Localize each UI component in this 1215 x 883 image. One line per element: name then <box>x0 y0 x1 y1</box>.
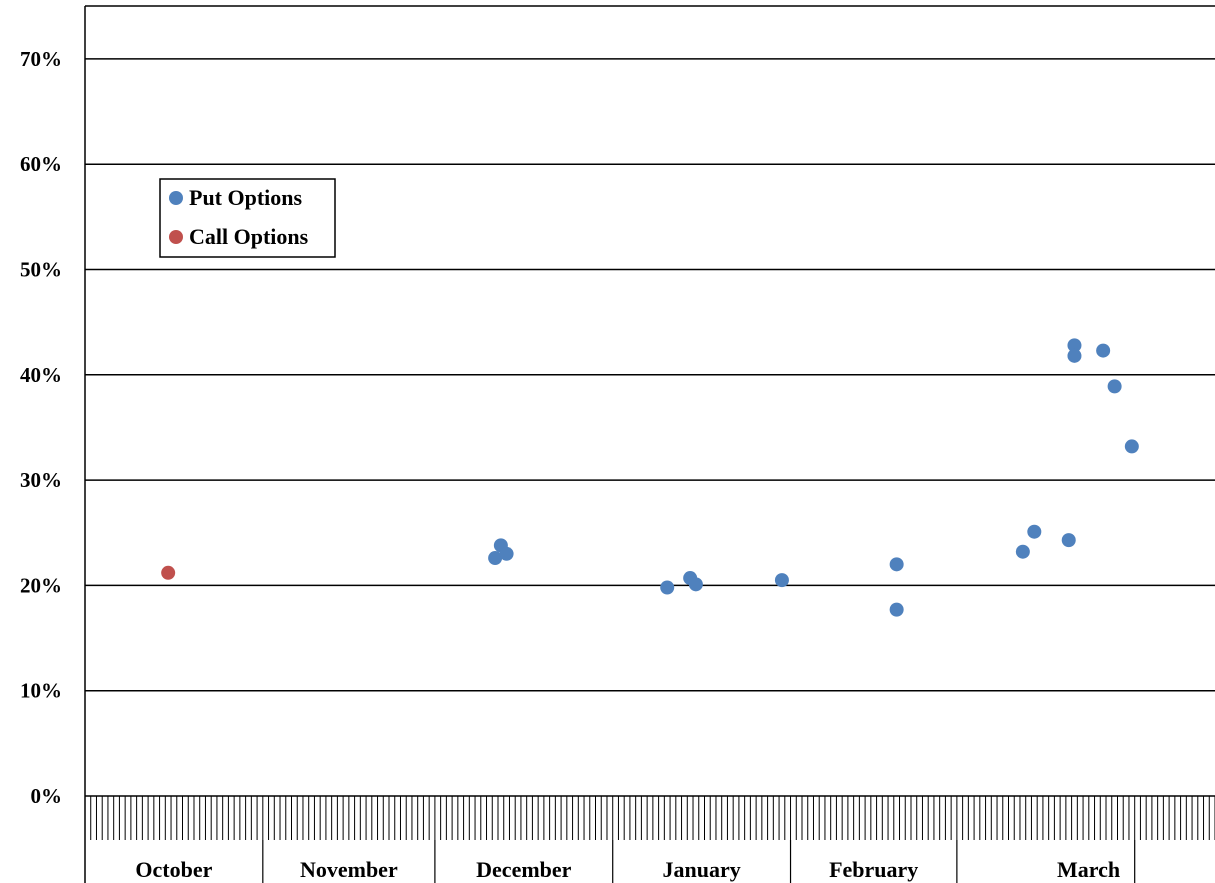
put-options-point <box>1096 343 1111 358</box>
y-tick-label: 70% <box>20 47 62 71</box>
put-options-point <box>1015 544 1030 559</box>
call-options-point <box>161 565 176 580</box>
legend-label-call-options: Call Options <box>189 224 309 249</box>
legend-marker-call-options <box>169 230 183 244</box>
month-label: November <box>300 857 398 882</box>
month-label: February <box>829 857 918 882</box>
legend: Put Options Call Options <box>159 178 336 258</box>
put-options-point <box>1107 379 1122 394</box>
x-axis-month-labels: October November December January February Ma… <box>135 857 1120 882</box>
y-tick-label: 50% <box>20 258 62 282</box>
put-options-point <box>1124 439 1139 454</box>
y-tick-label: 10% <box>20 679 62 703</box>
put-options-point <box>688 577 703 592</box>
put-options-point <box>488 551 503 566</box>
legend-marker-put-options <box>169 191 183 205</box>
put-options-point <box>1061 533 1076 548</box>
x-axis-day-ticks <box>84 796 1215 840</box>
put-options-point <box>774 573 789 588</box>
put-options-point <box>660 580 675 595</box>
y-tick-label: 0% <box>31 784 63 808</box>
put-options-point <box>1027 524 1042 539</box>
x-axis-month-dividers <box>262 840 1136 883</box>
month-label: March <box>1057 857 1120 882</box>
gridlines <box>85 58 1215 797</box>
month-label: January <box>662 857 740 882</box>
y-tick-label: 60% <box>20 152 62 176</box>
legend-box <box>159 178 336 258</box>
y-tick-label: 20% <box>20 573 62 597</box>
y-axis-tick-labels: 0% 10% 20% 30% 40% 50% 60% 70% <box>20 47 62 808</box>
put-options-point <box>499 546 514 561</box>
put-options-point <box>1067 348 1082 363</box>
put-options-point <box>1067 338 1082 353</box>
y-tick-label: 40% <box>20 363 62 387</box>
y-tick-label: 30% <box>20 468 62 492</box>
put-options-point <box>889 602 904 617</box>
month-label: December <box>476 857 572 882</box>
legend-label-put-options: Put Options <box>189 185 303 210</box>
data-points <box>161 338 1139 617</box>
put-options-point <box>889 557 904 572</box>
month-label: October <box>135 857 212 882</box>
